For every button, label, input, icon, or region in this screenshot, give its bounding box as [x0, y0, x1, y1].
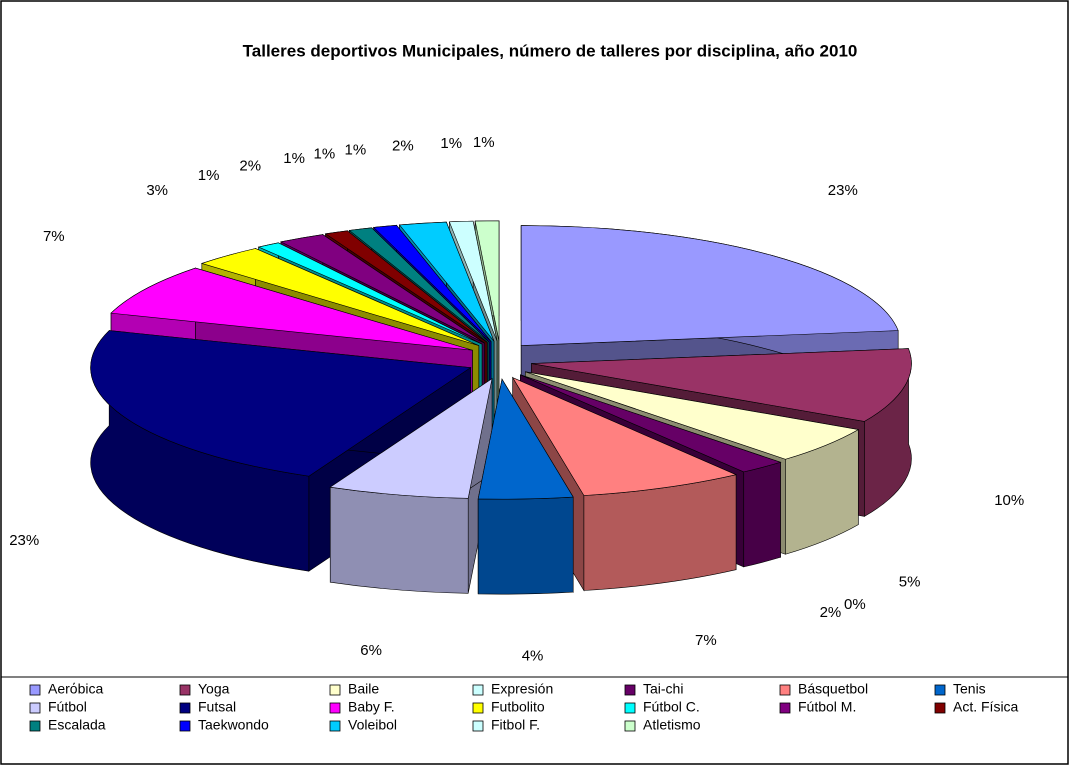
- slice-top: [398, 221, 495, 342]
- data-label: 1%: [283, 150, 305, 167]
- legend-swatch: [624, 684, 636, 696]
- legend-label: Fútbol M.: [798, 699, 856, 715]
- legend-label: Voleibol: [348, 717, 397, 733]
- slice-top: [525, 371, 860, 460]
- slice-top: [90, 330, 472, 477]
- legend-swatch: [179, 720, 191, 732]
- data-label: 23%: [828, 182, 858, 199]
- data-label: 1%: [198, 167, 220, 184]
- slice-top: [348, 227, 490, 343]
- legend-swatch: [29, 684, 41, 696]
- slice-outer-wall: [329, 486, 469, 594]
- slice-outer-wall: [477, 496, 574, 595]
- legend-swatch: [179, 684, 191, 696]
- data-label: 23%: [9, 532, 39, 549]
- data-label: 5%: [899, 574, 921, 591]
- legend-label: Futsal: [198, 699, 236, 715]
- legend-label: Aerόbica: [48, 681, 103, 697]
- slice-top: [329, 377, 493, 499]
- slice-top: [257, 242, 483, 345]
- legend-label: Escalada: [48, 717, 106, 733]
- data-label: 1%: [314, 145, 336, 162]
- data-label: 0%: [844, 596, 866, 613]
- legend-swatch: [29, 720, 41, 732]
- pie-slice: [329, 377, 493, 594]
- legend-swatch: [329, 720, 341, 732]
- data-label: 2%: [392, 137, 414, 154]
- legend-swatch: [179, 702, 191, 714]
- data-label: 1%: [440, 135, 462, 152]
- slice-top: [511, 376, 738, 496]
- slice-top: [372, 225, 492, 342]
- data-label: 4%: [522, 648, 544, 665]
- legend-swatch: [779, 684, 791, 696]
- slice-top: [474, 220, 500, 341]
- legend-label: Fútbol C.: [643, 699, 700, 715]
- legend-label: Tenis: [953, 681, 986, 697]
- slice-top: [110, 267, 473, 351]
- slice-top: [280, 234, 485, 344]
- data-label: 6%: [360, 642, 382, 659]
- legend-label: Baby F.: [348, 699, 395, 715]
- chart-title: Talleres deportivos Municipales, número …: [243, 41, 858, 60]
- data-label: 1%: [473, 134, 495, 151]
- slice-top: [520, 374, 782, 473]
- legend-swatch: [472, 720, 484, 732]
- legend-label: Fitbol F.: [491, 717, 540, 733]
- legend-label: Básquetbol: [798, 681, 868, 697]
- slice-outer-wall: [743, 461, 781, 568]
- legend-label: Futbolito: [491, 699, 545, 715]
- data-label: 2%: [239, 158, 261, 175]
- legend-swatch: [624, 720, 636, 732]
- legend-label: Yoga: [198, 681, 230, 697]
- slice-top: [531, 348, 912, 422]
- legend-label: Fútbol: [48, 699, 87, 715]
- legend-label: Tai-chi: [643, 681, 683, 697]
- legend-label: Taekwondo: [198, 717, 269, 733]
- data-label: 1%: [345, 142, 367, 159]
- slice-top: [477, 378, 574, 500]
- legend-label: Expresión: [491, 681, 553, 697]
- pie-slice: [477, 378, 574, 595]
- data-label: 7%: [695, 632, 717, 649]
- legend-swatch: [624, 702, 636, 714]
- legend-swatch: [934, 702, 946, 714]
- slice-top: [520, 225, 899, 346]
- legend-label: Act. Física: [953, 699, 1019, 715]
- legend-label: Baile: [348, 681, 379, 697]
- slice-top: [200, 248, 479, 346]
- data-label: 10%: [994, 492, 1024, 509]
- slice-top: [448, 220, 498, 341]
- legend-swatch: [779, 702, 791, 714]
- legend-label: Atletismo: [643, 717, 701, 733]
- data-label: 2%: [820, 604, 842, 621]
- data-label: 7%: [43, 228, 65, 245]
- slice-top: [324, 230, 488, 343]
- legend-swatch: [472, 702, 484, 714]
- legend-swatch: [472, 684, 484, 696]
- data-label: 3%: [146, 182, 168, 199]
- legend-swatch: [329, 684, 341, 696]
- legend-swatch: [29, 702, 41, 714]
- legend-swatch: [934, 684, 946, 696]
- legend-swatch: [329, 702, 341, 714]
